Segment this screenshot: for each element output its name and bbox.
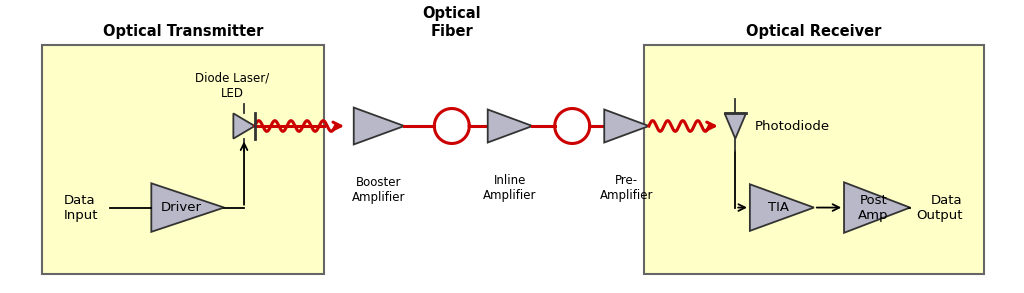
Text: Inline
Amplifier: Inline Amplifier <box>483 173 537 202</box>
Polygon shape <box>844 182 910 233</box>
Bar <box>42 45 324 274</box>
Text: Photodiode: Photodiode <box>755 120 829 132</box>
Polygon shape <box>750 184 814 231</box>
Text: Booster
Amplifier: Booster Amplifier <box>352 176 406 204</box>
Text: TIA: TIA <box>768 201 788 214</box>
Text: Pre-
Amplifier: Pre- Amplifier <box>600 173 653 202</box>
Text: Optical Transmitter: Optical Transmitter <box>102 24 263 39</box>
Text: Diode Laser/
LED: Diode Laser/ LED <box>196 72 269 100</box>
Text: Data
Output: Data Output <box>916 194 963 222</box>
Text: Driver: Driver <box>161 201 202 214</box>
Polygon shape <box>604 110 649 142</box>
Polygon shape <box>487 110 532 142</box>
Bar <box>644 45 984 274</box>
Polygon shape <box>233 113 255 139</box>
Text: Optical Receiver: Optical Receiver <box>746 24 882 39</box>
Polygon shape <box>152 183 224 232</box>
Polygon shape <box>353 108 404 144</box>
Text: Optical
Fiber: Optical Fiber <box>423 6 481 39</box>
Text: Post
Amp: Post Amp <box>858 194 889 222</box>
Polygon shape <box>725 113 745 139</box>
Text: Data
Input: Data Input <box>63 194 98 222</box>
